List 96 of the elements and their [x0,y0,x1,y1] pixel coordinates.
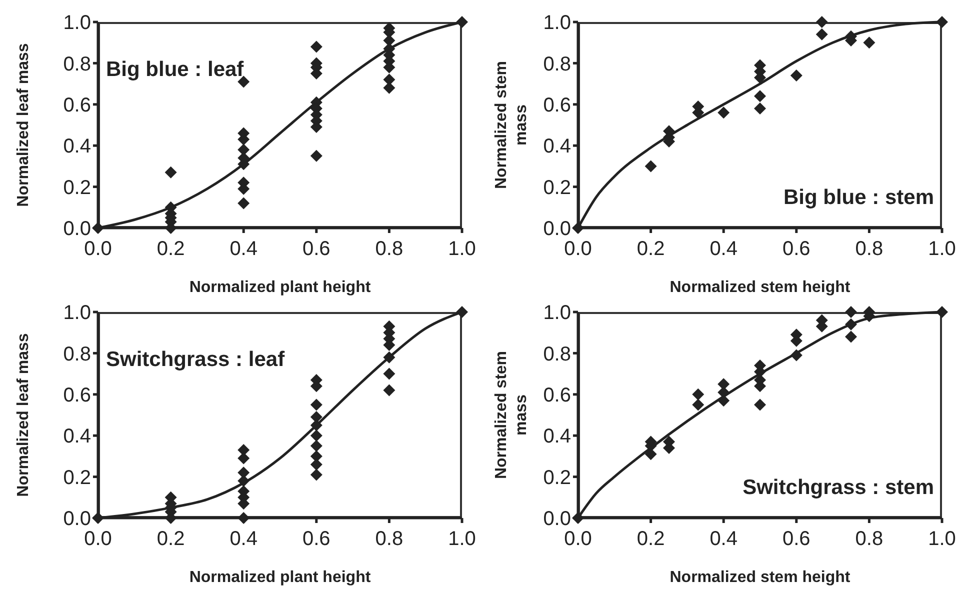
x-tick-label: 0.2 [156,528,185,550]
point [572,512,584,524]
point [790,70,802,82]
x-tick-label: 0.8 [375,238,404,260]
x-tick-label: 0.4 [230,238,258,260]
x-tick-label: 0.0 [564,238,592,260]
y-tick-label: 0.6 [543,94,571,116]
point [692,398,704,411]
point [310,468,322,481]
point [238,512,250,524]
y-tick-label: 0.2 [63,176,91,199]
y-tick-label: 0.4 [543,136,571,158]
y-tick-label: 1.0 [63,12,91,34]
point [92,512,104,524]
point [383,351,396,364]
point [790,349,802,362]
x-tick-label: 0.2 [156,238,185,260]
annotation: Switchgrass : stem [742,476,934,500]
x-tick-label: 0.4 [230,528,258,550]
point [383,368,396,380]
point [310,440,322,452]
point [754,90,766,102]
y-tick-label: 0.6 [63,384,91,406]
point [754,398,766,411]
x-tick-label: 1.0 [448,528,476,550]
point [310,150,322,162]
y-tick-label: 0.2 [543,176,571,199]
y-tick-label: 0.8 [543,53,571,76]
y-tick-label: 0.2 [543,466,571,489]
x-tick-label: 0.6 [302,528,330,550]
y-tick-label: 0.0 [543,218,571,240]
x-axis-title: Normalized plant height [189,279,372,296]
y-tick-label: 1.0 [543,302,571,324]
x-tick-label: 0.0 [84,238,112,260]
point [238,76,250,88]
point [692,388,704,400]
point [383,384,396,396]
x-tick-label: 0.8 [855,238,884,260]
point [92,222,104,234]
y-tick-label: 0.2 [63,466,91,489]
x-tick-label: 1.0 [928,238,956,260]
x-axis-title: Normalized stem height [670,279,851,296]
annotation: Switchgrass : leaf [106,348,285,372]
point [572,222,584,234]
y-axis-title: Normalized leaf mass [15,43,32,207]
point [816,16,828,28]
x-tick-label: 0.4 [710,528,738,550]
y-tick-label: 1.0 [543,12,571,34]
point [456,16,468,28]
x-tick-label: 0.0 [564,528,592,550]
point [936,306,948,318]
y-axis-title: Normalized stem mass [493,60,530,190]
x-tick-label: 1.0 [448,238,476,260]
point [845,318,857,330]
point [718,106,730,119]
x-tick-label: 0.2 [636,528,665,550]
x-tick-label: 0.4 [710,238,738,260]
x-tick-label: 0.0 [84,528,112,550]
x-tick-label: 0.6 [302,238,330,260]
y-axis-title: Normalized leaf mass [15,333,32,497]
point [456,306,468,318]
point [310,430,322,442]
x-axis-title: Normalized plant height [189,569,372,586]
y-tick-label: 0.4 [63,426,91,448]
x-tick-label: 1.0 [928,528,956,550]
y-tick-label: 0.6 [543,384,571,406]
point [754,102,766,115]
x-tick-label: 0.2 [636,238,665,260]
point [863,36,876,49]
x-tick-label: 0.8 [375,528,404,550]
y-axis-title: Normalized stem mass [493,350,530,480]
annotation: Big blue : stem [783,186,934,210]
y-tick-label: 0.8 [63,53,91,76]
point [164,166,177,178]
y-tick-label: 0.4 [63,136,91,158]
x-axis-title: Normalized stem height [670,569,851,586]
x-tick-label: 0.6 [782,238,810,260]
y-tick-label: 1.0 [63,302,91,324]
y-tick-label: 0.0 [543,508,571,530]
y-tick-label: 0.0 [63,218,91,240]
y-tick-label: 0.6 [63,94,91,116]
point [816,28,828,40]
y-tick-label: 0.8 [63,343,91,366]
y-tick-label: 0.0 [63,508,91,530]
x-tick-label: 0.6 [782,528,810,550]
point [310,40,322,53]
point [845,306,857,318]
point [936,16,948,28]
point [310,398,322,411]
point [644,160,657,172]
x-tick-label: 0.8 [855,528,884,550]
point [238,197,250,210]
y-tick-label: 0.8 [543,343,571,366]
point [845,330,857,343]
annotation: Big blue : leaf [106,58,244,82]
y-tick-label: 0.4 [543,426,571,448]
